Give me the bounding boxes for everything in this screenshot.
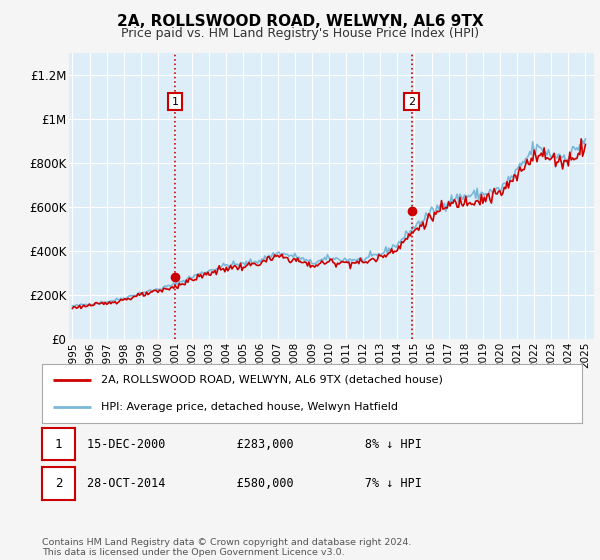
Text: 2A, ROLLSWOOD ROAD, WELWYN, AL6 9TX: 2A, ROLLSWOOD ROAD, WELWYN, AL6 9TX bbox=[116, 14, 484, 29]
Text: Price paid vs. HM Land Registry's House Price Index (HPI): Price paid vs. HM Land Registry's House … bbox=[121, 27, 479, 40]
Text: 2: 2 bbox=[55, 477, 62, 490]
Text: 1: 1 bbox=[55, 437, 62, 451]
Text: 2: 2 bbox=[408, 96, 415, 106]
Text: 15-DEC-2000          £283,000          8% ↓ HPI: 15-DEC-2000 £283,000 8% ↓ HPI bbox=[87, 437, 422, 451]
Text: 1: 1 bbox=[172, 96, 179, 106]
Text: Contains HM Land Registry data © Crown copyright and database right 2024.
This d: Contains HM Land Registry data © Crown c… bbox=[42, 538, 412, 557]
Text: 28-OCT-2014          £580,000          7% ↓ HPI: 28-OCT-2014 £580,000 7% ↓ HPI bbox=[87, 477, 422, 490]
Text: HPI: Average price, detached house, Welwyn Hatfield: HPI: Average price, detached house, Welw… bbox=[101, 402, 398, 412]
Text: 2A, ROLLSWOOD ROAD, WELWYN, AL6 9TX (detached house): 2A, ROLLSWOOD ROAD, WELWYN, AL6 9TX (det… bbox=[101, 375, 443, 385]
